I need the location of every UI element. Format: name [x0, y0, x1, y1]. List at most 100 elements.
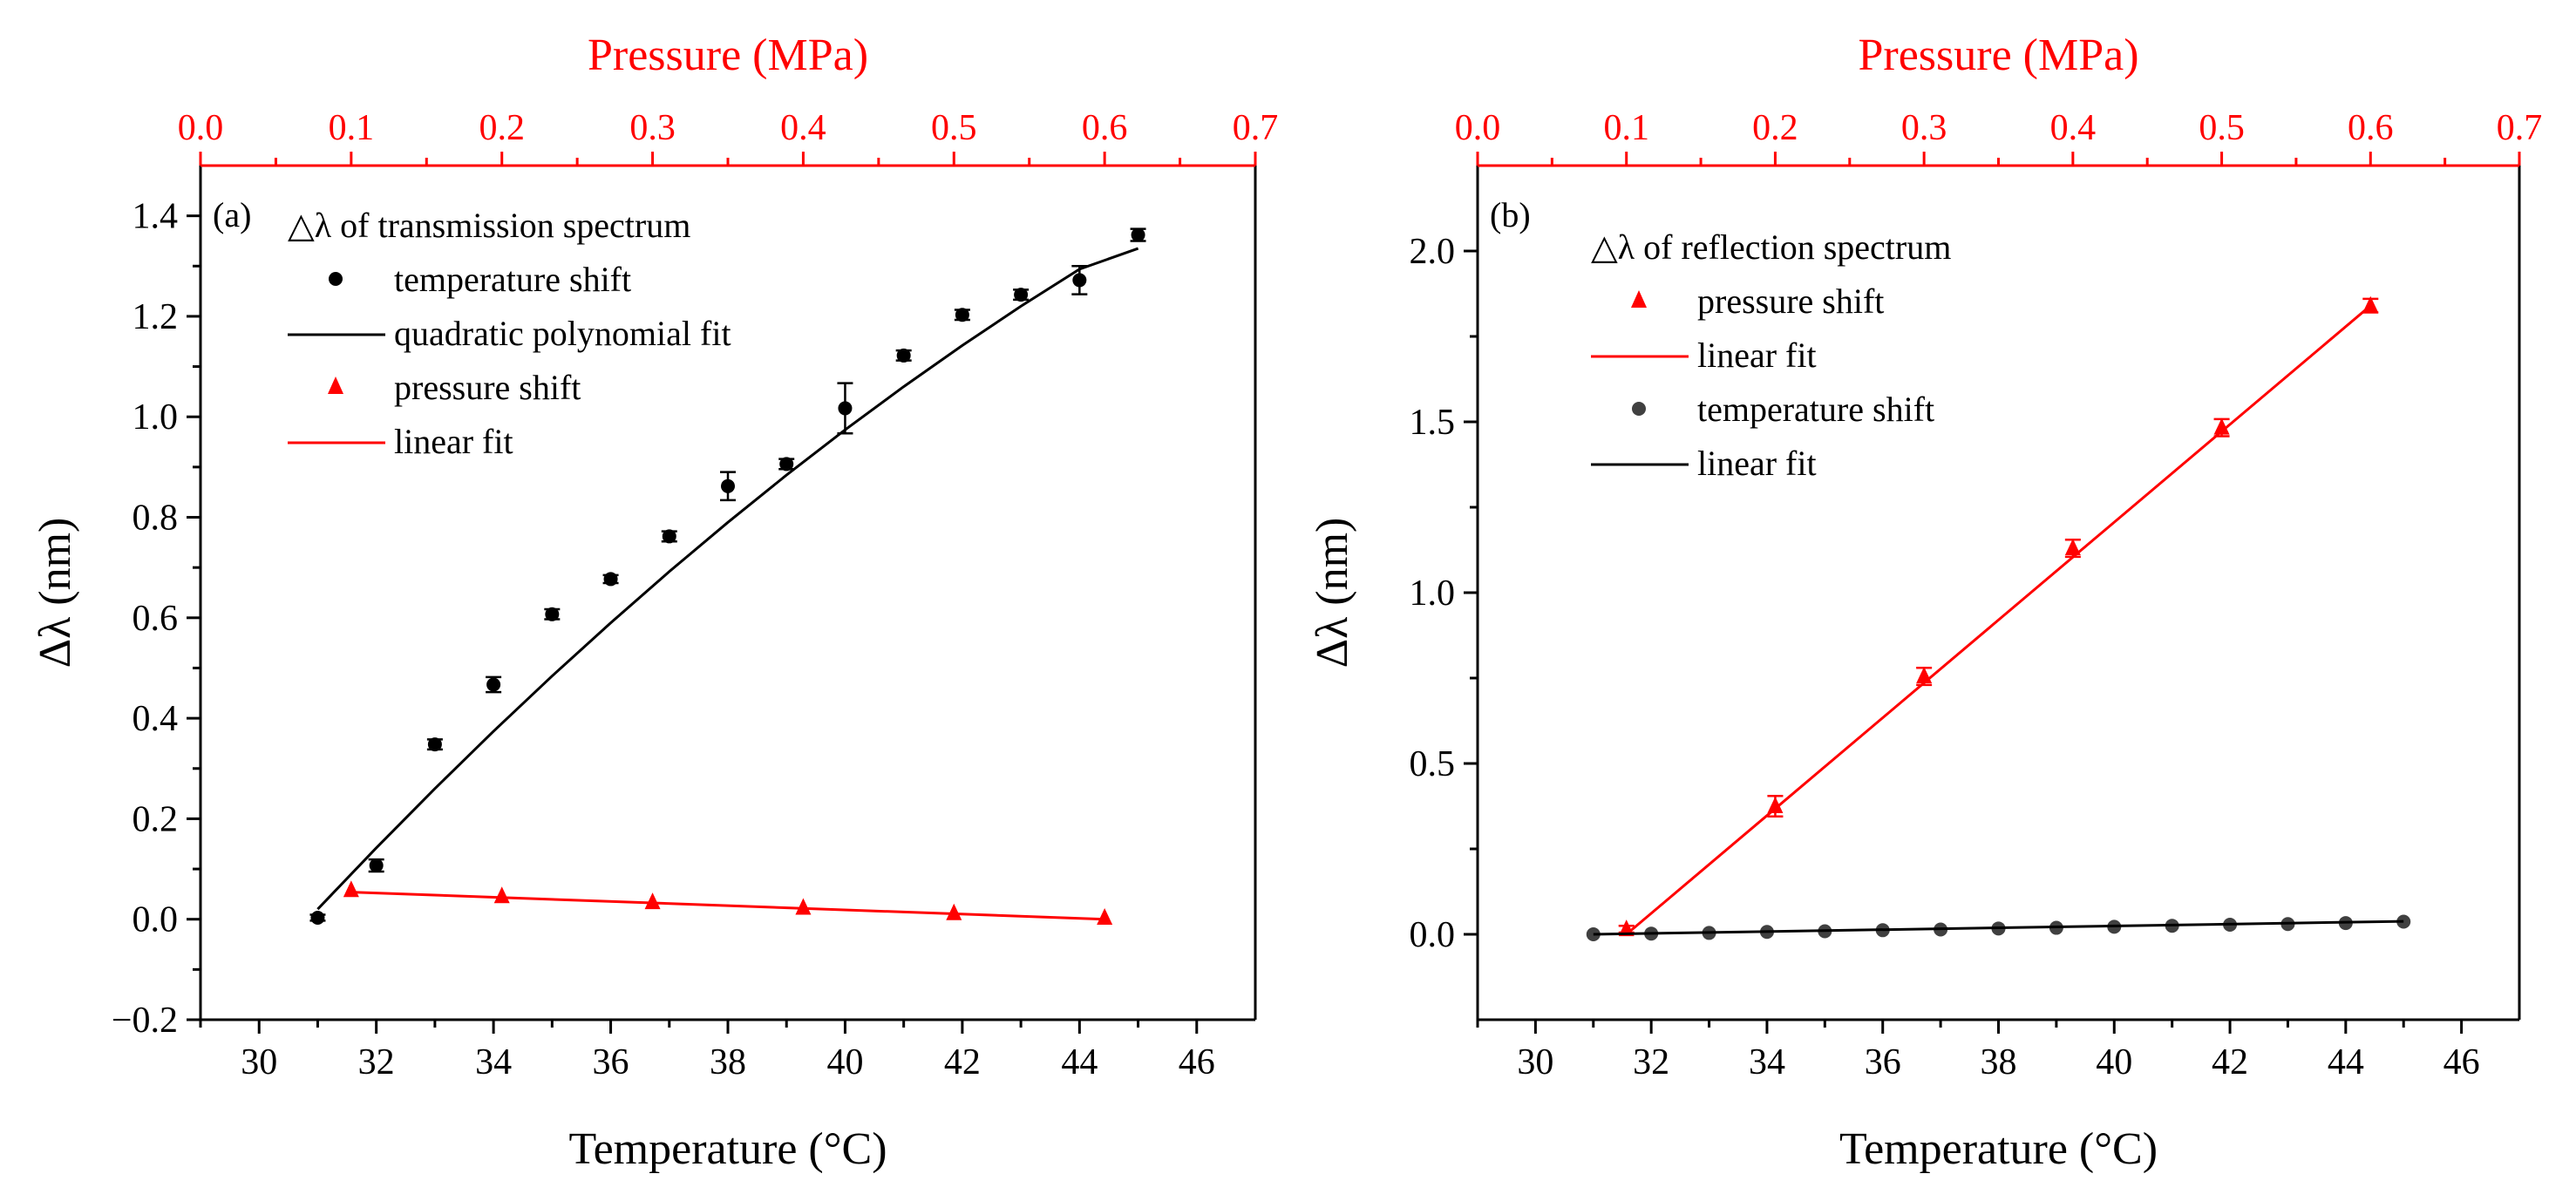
data-point	[644, 892, 661, 910]
chart-panel-b: 30 32 34 36 38 40 42 44 46 0.0 0.1 0.2 0.3 0.4 0.5 0.6 0…	[1308, 31, 2542, 1174]
fit-line	[350, 891, 1105, 921]
data-point	[493, 886, 510, 904]
legend-marker-swatch	[1632, 402, 1646, 416]
series-linear-fit	[350, 891, 1105, 921]
data-point	[1767, 797, 1784, 813]
x2-tick-label: 0.1	[1603, 108, 1649, 148]
x-tick-label: 38	[1981, 1042, 2017, 1082]
x2-tick-label: 0.5	[2199, 108, 2245, 148]
y-axis-title: Δλ (nm)	[1308, 518, 1357, 668]
data-point	[1097, 907, 1113, 925]
y-tick-label: 2.0	[1410, 232, 1456, 272]
legend-title: △λ of reflection spectrum	[1591, 227, 1951, 267]
x-tick-label: 40	[826, 1042, 863, 1082]
fit-line	[316, 247, 1139, 911]
data-point	[369, 858, 384, 873]
x2-tick-label: 0.6	[1082, 108, 1128, 148]
legend: △λ of transmission spectrum temperature s…	[288, 206, 731, 461]
legend-label: quadratic polynomial fit	[394, 314, 731, 353]
data-point	[779, 457, 794, 472]
series-pressure-shift	[343, 880, 1113, 925]
x2-tick-label: 0.5	[931, 108, 977, 148]
legend-label: linear fit	[1697, 444, 1817, 483]
x-tick-label: 36	[1865, 1042, 1901, 1082]
x2-tick-label: 0.3	[629, 108, 676, 148]
x-tick-label: 38	[710, 1042, 746, 1082]
fit-line	[1593, 919, 2404, 936]
x2-tick-label: 0.4	[780, 108, 826, 148]
fit-line	[1625, 304, 2372, 936]
data-point	[310, 910, 325, 925]
legend-marker-swatch	[329, 272, 343, 286]
y-tick-label: 1.5	[1410, 403, 1456, 443]
y-tick-label: 1.4	[133, 197, 179, 237]
legend: △λ of reflection spectrum pressure shift l…	[1591, 227, 1951, 483]
y-tick-label: −0.2	[112, 1001, 178, 1041]
y-tick-label: 1.0	[133, 397, 179, 438]
panel-label: (a)	[213, 195, 251, 234]
series-linear-fit	[1625, 304, 2372, 936]
data-point	[2064, 539, 2081, 556]
x2-tick-label: 0.6	[2348, 108, 2394, 148]
data-point	[1586, 927, 1601, 941]
chart-panel-a: 30 32 34 36 38 40 42 44 46 0.0 0.1 0.2 0.3 0.4 0.5 0.6 0…	[31, 31, 1278, 1174]
series-quadratic-polynomial-fit	[316, 247, 1139, 911]
x-tick-label: 30	[1517, 1042, 1553, 1082]
data-point	[955, 308, 969, 322]
x-tick-label: 32	[1633, 1042, 1669, 1082]
x2-tick-label: 0.1	[329, 108, 375, 148]
data-point	[1014, 288, 1029, 302]
legend-label: temperature shift	[394, 260, 631, 299]
y-tick-label: 0.5	[1410, 744, 1456, 784]
legend-title: △λ of transmission spectrum	[288, 206, 690, 245]
data-point	[662, 529, 676, 544]
y-tick-label: 0.2	[133, 799, 179, 839]
y-tick-label: 0.0	[133, 900, 179, 940]
x-tick-label: 46	[2443, 1042, 2480, 1082]
y-tick-label: 1.2	[133, 297, 179, 337]
data-point	[1072, 273, 1087, 288]
x-axis-title: Temperature (°C)	[1839, 1124, 2158, 1174]
data-point	[1916, 667, 1933, 684]
data-point	[486, 677, 501, 692]
x2-tick-label: 0.4	[2050, 108, 2097, 148]
legend-label: pressure shift	[1697, 282, 1884, 321]
data-point	[721, 478, 735, 493]
data-point	[603, 572, 618, 587]
x2-tick-label: 0.0	[178, 108, 224, 148]
x-tick-label: 42	[2212, 1042, 2248, 1082]
data-point	[896, 348, 911, 363]
data-point	[343, 880, 359, 898]
y-tick-label: 0.0	[1410, 915, 1456, 955]
x-tick-label: 34	[1749, 1042, 1785, 1082]
series-linear-fit	[1593, 919, 2404, 936]
legend-label: pressure shift	[394, 368, 581, 407]
x-tick-label: 40	[2096, 1042, 2132, 1082]
legend-label: temperature shift	[1697, 390, 1934, 429]
x2-tick-label: 0.2	[479, 108, 525, 148]
panel-label: (b)	[1490, 195, 1531, 234]
x2-tick-label: 0.3	[1901, 108, 1947, 148]
data-point	[2213, 417, 2230, 435]
x-tick-label: 44	[1061, 1042, 1098, 1082]
x-tick-label: 32	[358, 1042, 395, 1082]
data-point	[545, 607, 560, 621]
x-tick-label: 34	[475, 1042, 512, 1082]
y-tick-label: 0.4	[133, 699, 179, 739]
x-tick-label: 46	[1179, 1042, 1215, 1082]
x2-tick-label: 0.0	[1455, 108, 1501, 148]
y-axis-title: Δλ (nm)	[31, 518, 80, 668]
legend-marker-swatch	[1631, 290, 1647, 308]
x-tick-label: 42	[944, 1042, 981, 1082]
legend-label: linear fit	[394, 422, 513, 461]
data-point	[1131, 227, 1145, 242]
x-tick-label: 36	[593, 1042, 629, 1082]
data-point	[2396, 914, 2411, 929]
series-temperature-shift	[309, 227, 1146, 925]
x-tick-label: 30	[241, 1042, 277, 1082]
data-point	[795, 898, 812, 915]
data-point	[427, 737, 442, 752]
x2-axis-title: Pressure (MPa)	[1858, 31, 2138, 80]
data-point	[838, 401, 853, 416]
